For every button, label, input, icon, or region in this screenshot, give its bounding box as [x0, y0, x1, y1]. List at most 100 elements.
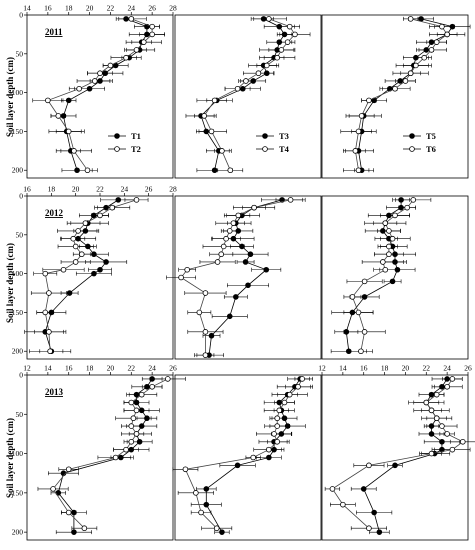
legend-label: T1 [131, 131, 141, 141]
data-point-open [382, 220, 389, 226]
data-point-open [211, 97, 218, 104]
y-tick-label: 0 [19, 11, 23, 20]
data-point-open [78, 251, 85, 258]
legend-marker [114, 146, 120, 152]
x-tick-label: 28 [169, 185, 177, 194]
data-point-open [392, 85, 398, 92]
data-point-open [266, 446, 272, 453]
data-point-open [407, 16, 414, 22]
data-point-open [413, 62, 419, 69]
data-point-open [112, 454, 119, 461]
data-point-open [281, 399, 288, 406]
data-point-open [276, 407, 283, 414]
data-point-open [133, 47, 140, 53]
data-point-filled [219, 529, 225, 535]
data-point-open [193, 490, 199, 496]
plot-frame [174, 14, 322, 179]
data-point-open [82, 220, 89, 226]
data-point-open [382, 266, 389, 273]
data-point-open [421, 54, 428, 61]
x-tick-label: 18 [65, 4, 73, 13]
x-tick-label: 12 [318, 364, 326, 373]
data-point-filled [428, 431, 435, 437]
y-tick-label: 100 [12, 269, 24, 278]
data-point-open [286, 391, 293, 398]
y-tick-label: 50 [16, 410, 24, 419]
data-point-open [208, 128, 215, 135]
data-point-open [198, 509, 204, 516]
row1-ylabel: Soil layer depth (cm) [5, 57, 15, 137]
chart-panel-9: 12 14 16 18 20 22 24 26 [318, 364, 475, 541]
y-tick-label: 150 [12, 308, 24, 317]
series-line-2 [52, 378, 168, 529]
data-point-open [164, 376, 171, 382]
data-point-open [274, 438, 281, 445]
x-tick-label: 18 [86, 364, 94, 373]
plot-frame [26, 374, 174, 541]
data-point-open [361, 329, 368, 335]
x-tick-label: 12 [23, 364, 31, 373]
legend-label: T4 [279, 144, 290, 154]
year-label: 2013 [45, 387, 64, 397]
data-point-open [138, 391, 145, 398]
plot-frame [174, 195, 322, 360]
data-point-open [201, 113, 208, 119]
data-point-open [76, 85, 82, 92]
data-point-filled [208, 332, 215, 339]
data-point-open [459, 438, 466, 445]
data-point-open [366, 97, 372, 104]
data-point-open [402, 78, 409, 84]
panels: 14 16 18 20 22 24 26 280501001502002011T1T2T3T4… [12, 4, 475, 541]
data-point-open [243, 78, 249, 84]
data-point-open [349, 294, 356, 300]
plot-frame [321, 195, 469, 360]
data-point-open [84, 167, 91, 174]
data-point-open [355, 167, 362, 174]
data-point-filled [91, 251, 97, 258]
data-point-open [46, 290, 52, 296]
x-tick-label: 22 [96, 185, 104, 194]
data-point-open [50, 486, 56, 492]
data-point-open [380, 259, 386, 265]
data-point-open [55, 113, 62, 119]
plot-frame [321, 374, 469, 541]
data-point-open [47, 348, 53, 355]
data-point-open [141, 39, 147, 45]
data-point-open [439, 423, 445, 429]
data-point-open [196, 309, 203, 316]
data-point-open [123, 446, 129, 453]
data-point-open [355, 128, 362, 135]
y-tick-label: 100 [12, 449, 24, 458]
legend-label: T6 [426, 144, 436, 154]
data-point-filled [226, 313, 233, 320]
data-point-open [75, 228, 81, 234]
y-tick-label: 0 [19, 371, 23, 380]
data-point-open [42, 309, 49, 316]
plot-frame [26, 14, 174, 179]
x-tick-label: 26 [464, 364, 472, 373]
y-tick-label: 200 [12, 347, 24, 356]
y-tick-label: 100 [12, 88, 24, 97]
data-point-open [355, 309, 362, 316]
data-point-open [250, 454, 257, 461]
data-point-open [72, 259, 79, 265]
x-tick-label: 26 [145, 185, 153, 194]
data-point-open [361, 278, 368, 285]
x-tick-label: 18 [381, 364, 389, 373]
data-point-open [392, 212, 398, 219]
x-tick-label: 16 [44, 4, 52, 13]
row3-ylabel: Soil layer depth (cm) [5, 418, 15, 498]
data-point-open [428, 407, 435, 414]
row2-ylabel: Soil layer depth (cm) [5, 243, 15, 323]
legend-label: T2 [131, 144, 141, 154]
data-point-open [123, 54, 129, 61]
year-label: 2011 [45, 27, 63, 37]
legend-label: T5 [426, 131, 436, 141]
data-point-filled [245, 282, 251, 289]
data-point-filled [371, 509, 377, 516]
data-point-open [433, 39, 440, 45]
x-tick-label: 14 [23, 4, 31, 13]
data-point-open [444, 431, 450, 437]
